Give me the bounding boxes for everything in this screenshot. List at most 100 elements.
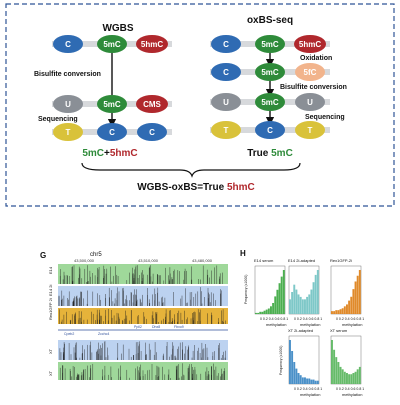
histogram-bar — [333, 349, 336, 384]
hist-xlabel-1: methylation — [266, 322, 286, 327]
gene-1: Cpeb2 — [64, 332, 74, 336]
histogram-bar — [293, 284, 296, 314]
histogram-bar — [261, 311, 264, 314]
oval-5mc — [255, 63, 285, 81]
histogram-bar — [354, 281, 357, 314]
hist-title-3: Rex1GFP-2i — [330, 258, 352, 263]
oval-u — [211, 93, 241, 111]
result-left-5mc: 5mC — [82, 148, 104, 159]
hist-ylabel-2: Frequency (x1000) — [279, 346, 283, 375]
histogram-bar — [343, 306, 346, 314]
oval-5mc-label: 5mC — [103, 40, 121, 49]
arrows — [107, 52, 275, 128]
hist-ylabel-1: Frequency (x1000) — [244, 275, 248, 304]
histogram-bar — [356, 275, 359, 314]
oval-t-label: T — [224, 126, 229, 135]
histogram-bar — [348, 300, 351, 314]
brace — [81, 162, 301, 178]
histogram-bar — [280, 276, 283, 314]
histogram-bar — [348, 374, 351, 384]
histogram-bar — [265, 309, 268, 314]
oval-u-label: U — [307, 98, 313, 107]
histogram-bar — [299, 375, 302, 384]
oval-cms — [136, 95, 168, 113]
histogram-bar — [335, 357, 338, 384]
histogram-bar — [350, 296, 353, 314]
oval-c — [211, 35, 241, 53]
histogram-bar — [341, 308, 344, 314]
oval-5mc — [255, 93, 285, 111]
track-label-2: E14 2i — [48, 285, 53, 296]
oval-c-label: C — [223, 40, 229, 49]
hist-xlabel-2: methylation — [300, 322, 320, 327]
oval-5mc — [97, 35, 127, 53]
oval-5fc — [295, 63, 325, 81]
hist-xticks-3: 0 0.2 0.4 0.6 0.8 1 — [336, 317, 364, 321]
histogram-bar — [333, 311, 336, 314]
histogram-bar — [352, 289, 355, 314]
histogram-bar — [339, 366, 342, 384]
hist-title-2: E14 2i-adapted — [288, 258, 315, 263]
histogram-bar — [267, 308, 270, 314]
histogram-bar — [310, 379, 313, 384]
histogram-bar — [356, 369, 359, 384]
histogram-bar — [339, 309, 342, 314]
result-left: 5mC+5hmC — [82, 148, 137, 159]
histogram-bar — [354, 371, 357, 384]
oxidation-label: Oxidation — [300, 55, 332, 62]
oval-5mc-label: 5mC — [261, 68, 279, 77]
oval-5fc-label: 5fC — [304, 68, 317, 77]
hist-xticks-1: 0 0.2 0.4 0.6 0.8 1 — [260, 317, 288, 321]
hist-xlabel-5: methylation — [342, 392, 362, 397]
oval-u-label: U — [223, 98, 229, 107]
histogram-bar — [306, 378, 309, 384]
oval-t — [211, 121, 241, 139]
oval-c-label: C — [65, 40, 71, 49]
histogram-bar — [276, 289, 279, 314]
histogram-bar — [314, 380, 317, 384]
histogram-bar — [297, 373, 300, 384]
histogram-bar — [352, 373, 355, 384]
track-label-5: XT — [48, 370, 53, 376]
hist-xticks-5: 0 0.2 0.4 0.6 0.8 1 — [336, 387, 364, 391]
track-label-4: XT — [48, 348, 53, 354]
track-e14 — [58, 264, 228, 284]
oval-5mc-label: 5mC — [261, 40, 279, 49]
gene-3: Ppil2 — [134, 325, 142, 329]
histogram-bar — [310, 289, 313, 314]
hist-title-1: E14 serum — [254, 258, 274, 263]
tick-1: 43,500,000 — [74, 258, 95, 263]
result-left-plus: + — [104, 148, 110, 159]
result-right-true: True — [247, 148, 271, 159]
hist-title-4: XT 2i-adapted — [288, 328, 313, 333]
hist-xlabel-3: methylation — [342, 322, 362, 327]
track-rex1 — [58, 308, 228, 324]
histogram-bar — [255, 312, 257, 314]
histogram-bar — [314, 274, 317, 314]
histogram-bar — [278, 283, 281, 314]
histogram-bar — [295, 289, 298, 314]
histogram-bar — [350, 374, 353, 384]
oval-5hmc-label: 5hmC — [141, 40, 163, 49]
histogram-bar — [346, 304, 348, 314]
histogram-panel: E14 serum E14 2i-adapted Rex1GFP-2i XT 2… — [244, 258, 364, 397]
histogram-bar — [335, 310, 338, 314]
histogram-bar — [270, 306, 272, 314]
histogram-bar — [331, 311, 333, 314]
track-xt-2i — [58, 340, 228, 360]
oval-c-label: C — [149, 128, 155, 137]
panel-h-label: H — [240, 249, 246, 258]
histogram-bar — [301, 299, 304, 314]
histogram-bar — [297, 294, 300, 314]
result-right: True 5mC — [247, 148, 293, 159]
oval-u — [53, 95, 83, 113]
histogram-bar — [316, 380, 319, 384]
track-signal — [58, 265, 226, 380]
chrom-label: chr5 — [90, 252, 102, 258]
formula: WGBS-oxBS=True 5hmC — [137, 182, 255, 193]
histogram-bar — [331, 340, 333, 384]
wgbs-title: WGBS — [102, 23, 133, 34]
histogram-bar — [263, 310, 266, 314]
histogram-bar — [358, 366, 361, 384]
